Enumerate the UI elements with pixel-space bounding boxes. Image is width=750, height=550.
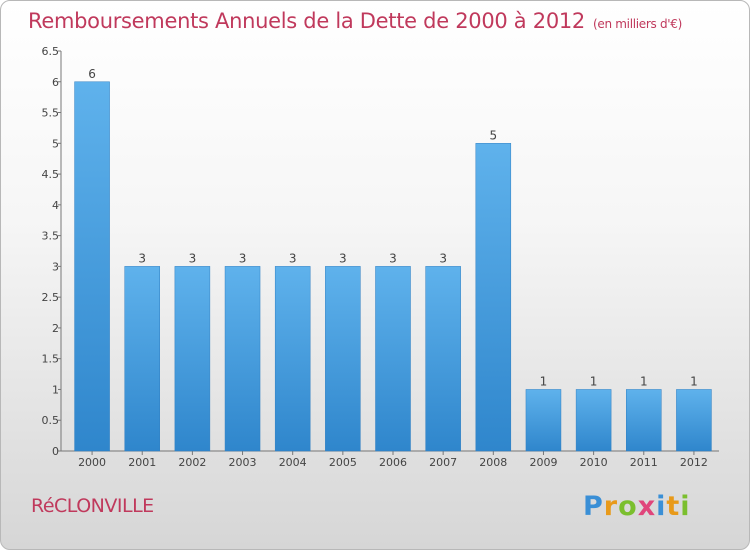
bar bbox=[74, 81, 110, 452]
bar bbox=[575, 389, 612, 452]
y-tick-label: 1 bbox=[52, 383, 59, 396]
x-tick-label: 2004 bbox=[279, 456, 307, 469]
data-label: 3 bbox=[339, 251, 347, 265]
x-tick-label: 2006 bbox=[379, 456, 407, 469]
x-tick-label: 2009 bbox=[529, 456, 557, 469]
data-label: 6 bbox=[88, 67, 96, 81]
y-tick-label: 0 bbox=[52, 445, 59, 458]
bar bbox=[676, 389, 712, 452]
commune-name: RéCLONVILLE bbox=[31, 495, 154, 517]
y-tick-label: 3 bbox=[52, 260, 59, 273]
y-tick-label: 6 bbox=[52, 76, 59, 89]
y-tick-label: 5 bbox=[52, 137, 59, 150]
x-tick-label: 2012 bbox=[680, 456, 708, 469]
logo-letter: t bbox=[666, 491, 681, 522]
y-tick-label: 6.5 bbox=[42, 45, 60, 58]
data-label: 1 bbox=[540, 374, 548, 388]
x-tick-label: 2002 bbox=[178, 456, 206, 469]
x-tick-label: 2000 bbox=[78, 456, 106, 469]
y-tick-label: 1.5 bbox=[42, 353, 60, 366]
bar bbox=[224, 266, 261, 452]
x-tick-label: 2008 bbox=[479, 456, 507, 469]
bar bbox=[375, 266, 411, 452]
data-label: 1 bbox=[590, 374, 598, 388]
y-tick-label: 4.5 bbox=[42, 168, 60, 181]
logo-letter: i bbox=[656, 491, 667, 522]
bar bbox=[425, 266, 461, 452]
bar bbox=[475, 143, 512, 452]
data-label: 5 bbox=[489, 128, 497, 142]
data-label: 3 bbox=[239, 251, 247, 265]
y-tick-label: 0.5 bbox=[42, 414, 60, 427]
data-label: 1 bbox=[690, 374, 698, 388]
data-label: 1 bbox=[640, 374, 648, 388]
logo-letter: i bbox=[680, 491, 691, 522]
x-tick-label: 2011 bbox=[630, 456, 658, 469]
y-tick-label: 4 bbox=[52, 199, 59, 212]
y-tick-label: 2 bbox=[52, 322, 59, 335]
logo-letter: P bbox=[583, 491, 604, 522]
data-label: 3 bbox=[189, 251, 197, 265]
logo-letter: o bbox=[618, 491, 638, 522]
data-label: 3 bbox=[439, 251, 447, 265]
bar bbox=[626, 389, 662, 452]
x-tick-label: 2007 bbox=[429, 456, 457, 469]
chart-title: Remboursements Annuels de la Dette de 20… bbox=[28, 9, 682, 33]
x-tick-label: 2003 bbox=[229, 456, 257, 469]
chart-labels: 6 2000 3 2001 3 2002 3 2003 3 2004 3 2005 3 2006 3 2007… bbox=[78, 67, 708, 469]
data-label: 3 bbox=[289, 251, 297, 265]
bar bbox=[274, 266, 311, 452]
logo-letter: r bbox=[603, 491, 619, 522]
y-tick-label: 5.5 bbox=[42, 107, 60, 120]
data-label: 3 bbox=[138, 251, 146, 265]
x-tick-label: 2010 bbox=[580, 456, 608, 469]
bar bbox=[174, 266, 211, 452]
chart-title-text: Remboursements Annuels de la Dette de 20… bbox=[28, 9, 585, 33]
x-tick-label: 2001 bbox=[128, 456, 156, 469]
y-tick-label: 2.5 bbox=[42, 291, 60, 304]
chart-unit: (en milliers d'€) bbox=[593, 17, 683, 31]
bar bbox=[124, 266, 160, 452]
bar bbox=[525, 389, 562, 452]
bar bbox=[325, 266, 361, 452]
data-label: 3 bbox=[389, 251, 397, 265]
chart-bars bbox=[74, 81, 712, 452]
proxiti-logo: Proxiti bbox=[583, 491, 691, 522]
x-tick-label: 2005 bbox=[329, 456, 357, 469]
y-tick-label: 3.5 bbox=[42, 230, 60, 243]
logo-letter: x bbox=[637, 491, 657, 522]
